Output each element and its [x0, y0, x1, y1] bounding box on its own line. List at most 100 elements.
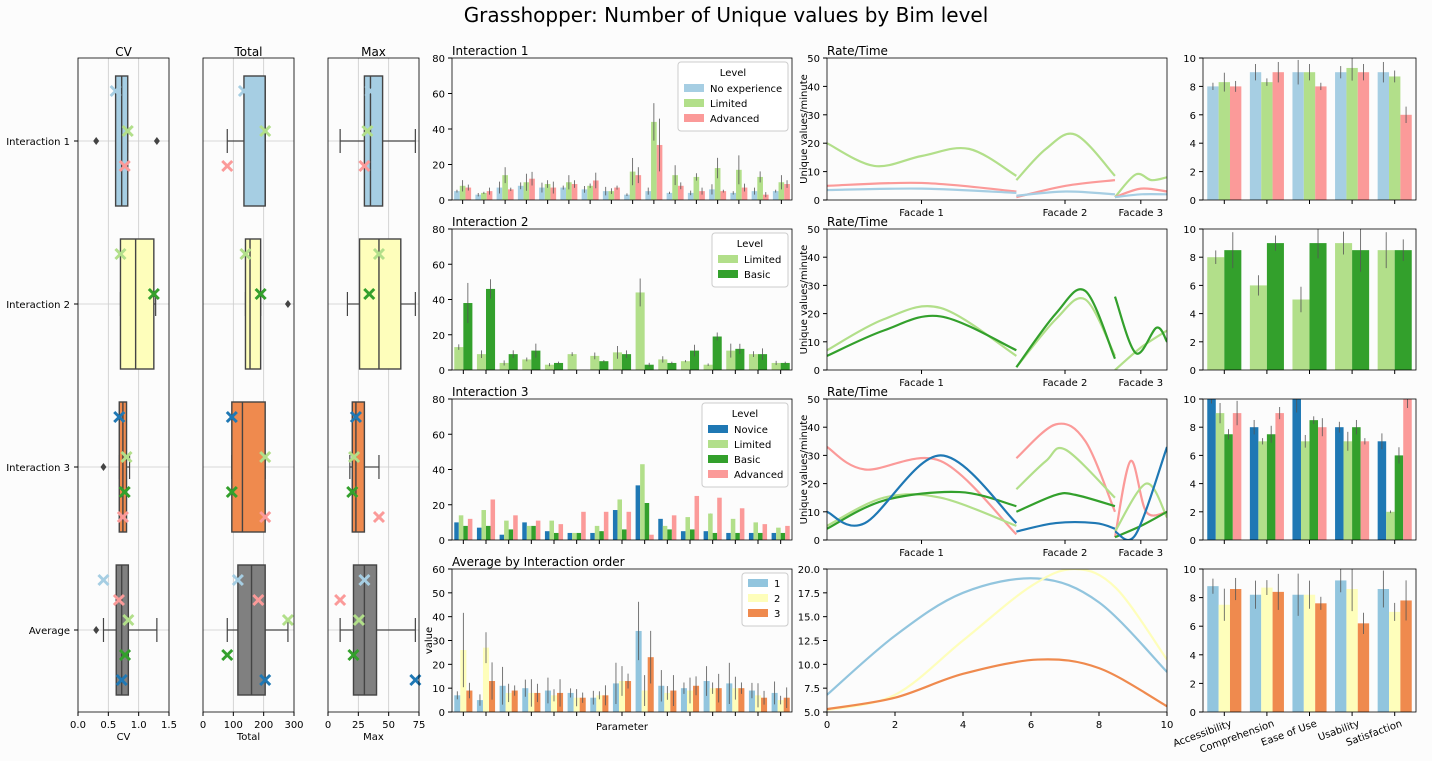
y-tick-label: 8 — [1190, 82, 1196, 93]
y-tick-label: 40 — [807, 423, 820, 434]
bar — [481, 192, 487, 200]
x-marker — [372, 247, 386, 261]
series-line — [1015, 288, 1116, 368]
bar — [658, 359, 668, 370]
box — [100, 401, 133, 533]
bar — [590, 532, 595, 540]
x-marker — [259, 124, 272, 138]
x-marker-stroke — [364, 84, 377, 98]
y-tick-label: 40 — [432, 125, 445, 136]
x-marker-stroke — [348, 450, 361, 464]
x-marker — [120, 450, 133, 464]
y-tick-label: 0 — [439, 536, 445, 547]
bar — [511, 690, 518, 712]
legend-title: Level — [732, 409, 758, 420]
bar — [730, 192, 737, 200]
bar — [560, 187, 567, 200]
bar — [1292, 594, 1304, 712]
bar-chart: 0 20 40 60 80 Interaction 3 Level Novice Limited… — [432, 385, 793, 547]
bar — [672, 175, 678, 200]
bar — [1352, 250, 1370, 370]
bar — [1394, 250, 1412, 370]
box — [93, 75, 160, 207]
y-tick-label: 80 — [432, 54, 445, 65]
bar — [687, 192, 694, 200]
x-marker — [364, 84, 377, 98]
bar — [579, 697, 586, 712]
x-marker-stroke — [237, 84, 251, 98]
box-flier — [284, 300, 291, 308]
x-tick-label: 25 — [352, 720, 365, 731]
bar — [505, 692, 512, 712]
y-axis-label: Unique values/minute — [799, 74, 810, 184]
bar — [735, 348, 745, 370]
series-line — [827, 577, 1167, 696]
bar — [1335, 72, 1347, 200]
y-tick-label: 20 — [432, 161, 445, 172]
x-marker-stroke — [221, 648, 234, 662]
x-tick-label: Facade 3 — [1118, 378, 1163, 389]
series-line — [1113, 459, 1167, 538]
y-tick-label: 20 — [807, 480, 820, 491]
bar — [581, 511, 586, 540]
x-tick-label: Facade 1 — [899, 208, 944, 219]
x-marker — [254, 287, 267, 301]
axes-frame — [327, 57, 420, 713]
x-axis-label: Parameter — [596, 722, 649, 733]
y-axis-label: value — [424, 627, 435, 654]
y-tick-label: 2 — [1190, 338, 1196, 349]
bar — [694, 495, 700, 540]
y-tick-label: 20 — [432, 660, 445, 671]
x-marker-stroke — [120, 450, 133, 464]
y-tick-label: 10 — [807, 508, 820, 519]
bar — [635, 630, 642, 712]
bar — [544, 364, 554, 370]
bar — [1377, 441, 1387, 540]
bar — [1229, 86, 1242, 200]
legend-swatch — [748, 609, 768, 617]
y-tick-label: 10 — [1183, 225, 1196, 236]
x-marker — [118, 648, 132, 662]
axes-frame — [451, 398, 793, 541]
x-marker-stroke — [122, 613, 135, 627]
x-marker — [221, 648, 234, 662]
x-marker-stroke — [372, 247, 386, 261]
x-marker — [97, 573, 110, 587]
y-tick-label: 60 — [432, 260, 445, 271]
bar — [644, 502, 650, 540]
bar — [535, 520, 541, 540]
legend-swatch — [708, 425, 728, 433]
x-marker — [118, 159, 131, 173]
bar — [1292, 72, 1304, 200]
bar — [1229, 589, 1242, 712]
y-tick-label: 10 — [807, 168, 820, 179]
y-tick-label: 20 — [432, 501, 445, 512]
bar — [1292, 399, 1301, 540]
panel-title: Rate/Time — [827, 215, 888, 229]
series-line — [827, 454, 1018, 527]
series-line — [1015, 422, 1116, 513]
panel-title: Max — [361, 45, 386, 59]
bar-chart: 0 2 4 6 8 10 — [1183, 54, 1417, 207]
bar — [1207, 399, 1216, 540]
boxplot-panel: 0.0 0.5 1.0 1.5 CV CV — [70, 45, 177, 743]
bar — [476, 354, 486, 370]
bar — [465, 187, 472, 200]
bar — [1272, 72, 1284, 200]
series-line — [1015, 492, 1116, 513]
bar — [1300, 441, 1310, 540]
x-tick-label: Facade 3 — [1118, 208, 1163, 219]
panel-title: Interaction 1 — [452, 44, 529, 58]
x-tick-label: Facade 2 — [1043, 548, 1088, 559]
bar — [1335, 427, 1344, 540]
bar — [690, 350, 700, 370]
bar — [612, 352, 622, 370]
y-tick-label: 2 — [1190, 508, 1196, 519]
x-marker-stroke — [281, 613, 294, 627]
x-tick-label: 200 — [254, 720, 273, 731]
y-tick-label: 0 — [439, 196, 445, 207]
bar — [1335, 580, 1347, 712]
series-line — [827, 187, 1017, 194]
y-tick-label: 0 — [814, 536, 820, 547]
legend: Level Limited Basic — [711, 232, 789, 288]
